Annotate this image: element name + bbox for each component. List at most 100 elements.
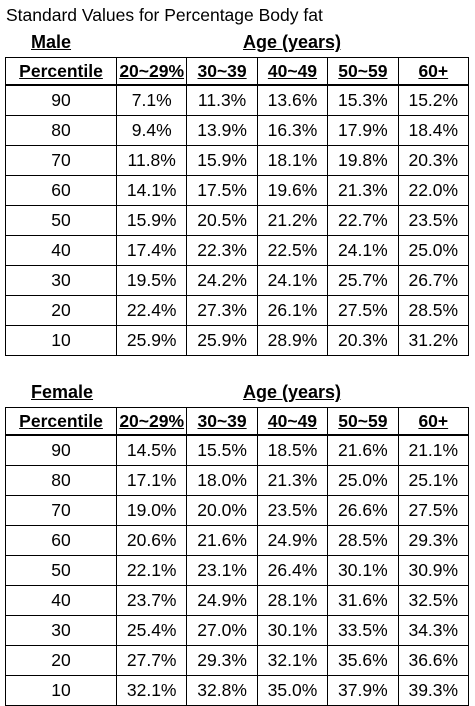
value-cell: 17.1%: [115, 465, 188, 496]
percentile-cell: 20: [5, 295, 117, 326]
value-cell: 22.0%: [397, 175, 470, 206]
value-cell: 17.4%: [115, 235, 188, 266]
table-row: 30 19.5% 24.2% 24.1% 25.7% 26.7%: [5, 265, 470, 296]
table-row: 40 23.7% 24.9% 28.1% 31.6% 32.5%: [5, 585, 470, 616]
value-cell: 37.9%: [327, 675, 399, 706]
column-header: Percentile: [5, 57, 117, 86]
value-cell: 19.6%: [256, 175, 329, 206]
value-cell: 32.1%: [256, 645, 329, 676]
table-row: 80 9.4% 13.9% 16.3% 17.9% 18.4%: [5, 115, 470, 146]
percentile-cell: 50: [5, 205, 117, 236]
percentile-cell: 60: [5, 525, 117, 556]
column-header: Percentile: [5, 407, 117, 436]
percentile-cell: 90: [5, 84, 117, 116]
table-row: 80 17.1% 18.0% 21.3% 25.0% 25.1%: [5, 465, 470, 496]
value-cell: 22.5%: [256, 235, 329, 266]
value-cell: 23.5%: [256, 495, 329, 526]
column-header: 30~39: [186, 407, 258, 436]
column-header: 50~59: [327, 57, 399, 86]
value-cell: 28.9%: [256, 325, 329, 356]
value-cell: 16.3%: [256, 115, 329, 146]
female-header: Female Age (years): [5, 381, 469, 407]
value-cell: 15.5%: [186, 434, 258, 466]
value-cell: 34.3%: [397, 615, 470, 646]
column-header: 50~59: [327, 407, 399, 436]
value-cell: 26.7%: [397, 265, 470, 296]
value-cell: 21.6%: [327, 434, 399, 466]
value-cell: 30.9%: [397, 555, 470, 586]
male-age-label: Age (years): [242, 32, 342, 52]
male-table: Percentile 20~29% 30~39 40~49 50~59 60+ …: [5, 57, 470, 356]
value-cell: 18.0%: [186, 465, 258, 496]
value-cell: 21.3%: [256, 465, 329, 496]
value-cell: 19.8%: [327, 145, 399, 176]
value-cell: 25.1%: [397, 465, 470, 496]
table-row: 50 15.9% 20.5% 21.2% 22.7% 23.5%: [5, 205, 470, 236]
value-cell: 14.1%: [115, 175, 188, 206]
value-cell: 32.8%: [186, 675, 258, 706]
value-cell: 27.7%: [115, 645, 188, 676]
column-header: 20~29%: [115, 57, 188, 86]
value-cell: 22.3%: [186, 235, 258, 266]
value-cell: 20.3%: [397, 145, 470, 176]
table-row: 70 11.8% 15.9% 18.1% 19.8% 20.3%: [5, 145, 470, 176]
value-cell: 19.0%: [115, 495, 188, 526]
male-header-row: Percentile 20~29% 30~39 40~49 50~59 60+: [5, 57, 470, 86]
table-row: 60 20.6% 21.6% 24.9% 28.5% 29.3%: [5, 525, 470, 556]
value-cell: 31.6%: [327, 585, 399, 616]
percentile-cell: 30: [5, 265, 117, 296]
value-cell: 27.0%: [186, 615, 258, 646]
value-cell: 32.5%: [397, 585, 470, 616]
value-cell: 35.6%: [327, 645, 399, 676]
value-cell: 7.1%: [115, 84, 188, 116]
value-cell: 21.2%: [256, 205, 329, 236]
value-cell: 23.5%: [397, 205, 470, 236]
percentile-cell: 80: [5, 465, 117, 496]
value-cell: 30.1%: [327, 555, 399, 586]
value-cell: 26.6%: [327, 495, 399, 526]
value-cell: 25.0%: [397, 235, 470, 266]
table-row: 10 32.1% 32.8% 35.0% 37.9% 39.3%: [5, 675, 470, 706]
table-row: 60 14.1% 17.5% 19.6% 21.3% 22.0%: [5, 175, 470, 206]
value-cell: 20.6%: [115, 525, 188, 556]
value-cell: 30.1%: [256, 615, 329, 646]
value-cell: 21.6%: [186, 525, 258, 556]
value-cell: 25.7%: [327, 265, 399, 296]
value-cell: 15.3%: [327, 84, 399, 116]
value-cell: 20.0%: [186, 495, 258, 526]
value-cell: 22.7%: [327, 205, 399, 236]
value-cell: 24.1%: [327, 235, 399, 266]
table-row: 20 27.7% 29.3% 32.1% 35.6% 36.6%: [5, 645, 470, 676]
value-cell: 23.7%: [115, 585, 188, 616]
column-header: 20~29%: [115, 407, 188, 436]
value-cell: 23.1%: [186, 555, 258, 586]
value-cell: 24.1%: [256, 265, 329, 296]
female-section: Female Age (years) Percentile 20~29% 30~…: [5, 381, 470, 706]
table-row: 20 22.4% 27.3% 26.1% 27.5% 28.5%: [5, 295, 470, 326]
table-row: 50 22.1% 23.1% 26.4% 30.1% 30.9%: [5, 555, 470, 586]
male-label: Male: [31, 32, 72, 52]
value-cell: 26.4%: [256, 555, 329, 586]
percentile-cell: 50: [5, 555, 117, 586]
value-cell: 13.6%: [256, 84, 329, 116]
value-cell: 21.3%: [327, 175, 399, 206]
value-cell: 18.4%: [397, 115, 470, 146]
female-age-label: Age (years): [242, 382, 342, 402]
percentile-cell: 60: [5, 175, 117, 206]
value-cell: 27.3%: [186, 295, 258, 326]
value-cell: 24.9%: [256, 525, 329, 556]
percentile-cell: 70: [5, 495, 117, 526]
value-cell: 14.5%: [115, 434, 188, 466]
column-header: 60+: [397, 57, 470, 86]
column-header: 40~49: [256, 57, 329, 86]
value-cell: 11.8%: [115, 145, 188, 176]
value-cell: 25.9%: [115, 325, 188, 356]
value-cell: 17.5%: [186, 175, 258, 206]
male-section: Male Age (years) Percentile 20~29% 30~39…: [5, 31, 470, 356]
value-cell: 28.5%: [327, 525, 399, 556]
column-header: 60+: [397, 407, 470, 436]
value-cell: 18.5%: [256, 434, 329, 466]
value-cell: 21.1%: [397, 434, 470, 466]
table-row: 40 17.4% 22.3% 22.5% 24.1% 25.0%: [5, 235, 470, 266]
value-cell: 22.4%: [115, 295, 188, 326]
